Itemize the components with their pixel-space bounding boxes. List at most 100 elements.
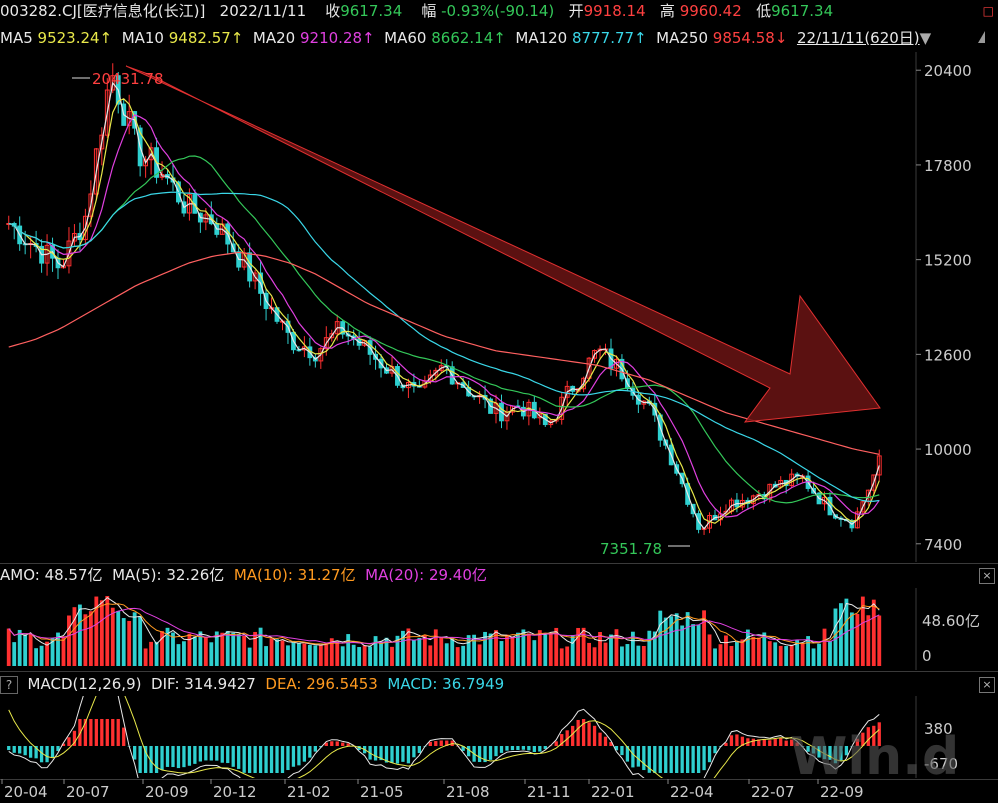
amo-bar <box>406 628 411 666</box>
dropdown-icon[interactable]: ▼ <box>919 29 932 47</box>
amo-bar <box>99 600 104 666</box>
amo-close-icon[interactable]: × <box>979 568 995 584</box>
macd-bar <box>828 746 832 760</box>
macd-bar <box>7 746 11 751</box>
macd-bar <box>833 746 838 764</box>
amo-bar <box>839 603 843 666</box>
amo-bar <box>258 627 263 666</box>
macd-bar <box>34 746 38 759</box>
amo-bar <box>214 631 219 666</box>
macd-bar <box>707 746 712 763</box>
amo-bar <box>203 636 208 666</box>
amo-tick-high: 48.60亿 <box>922 612 980 630</box>
macd-bar <box>346 743 350 746</box>
help-icon[interactable]: ? <box>0 676 18 694</box>
macd-bar <box>324 742 328 746</box>
macd-bar <box>642 746 646 771</box>
macd-histogram <box>7 719 881 773</box>
amo-bar <box>225 630 230 666</box>
macd-bar <box>571 725 575 746</box>
macd-bar <box>861 732 865 746</box>
macd-bar <box>275 746 279 773</box>
high-value: 9960.42 <box>679 2 742 20</box>
ma120-label: MA120 <box>515 29 568 47</box>
macd-bar <box>499 746 504 753</box>
watermark: Win.d <box>790 727 959 778</box>
macd-bar <box>406 746 411 764</box>
date-tick-label: 20-04 <box>4 783 48 801</box>
amo-bar <box>242 636 247 666</box>
amo-bar <box>56 632 60 666</box>
macd-bar <box>39 746 44 763</box>
amo-bar <box>187 633 192 666</box>
amo-bar <box>368 646 373 666</box>
date-axis: 20-04 20-07 20-09 20-12 21-02 21-05 21-08 21-11… <box>1 779 864 801</box>
candle <box>318 348 324 362</box>
amo-bar <box>253 631 258 666</box>
macd-bar <box>740 736 745 746</box>
date-range-selector[interactable]: 22/11/11(620日) <box>796 29 920 47</box>
scroll-corner-icon[interactable] <box>978 31 985 43</box>
amo-bar <box>647 630 652 666</box>
panel-close-icon[interactable]: □ <box>982 4 994 18</box>
macd-bar <box>653 746 657 773</box>
candle <box>854 511 860 529</box>
macd-close-icon[interactable]: × <box>979 677 995 693</box>
amo-bar <box>461 645 466 666</box>
price-tick-label: 10000 <box>924 441 972 459</box>
candle <box>323 337 329 350</box>
ma60-line <box>8 155 880 504</box>
candle <box>564 385 570 398</box>
macd-bar <box>182 746 186 768</box>
macd-value: MACD: 36.7949 <box>387 675 505 693</box>
amo-bar <box>713 648 717 666</box>
amo-bar <box>401 630 405 666</box>
macd-bar <box>28 746 33 758</box>
amo-bar <box>390 646 394 666</box>
amo-bar <box>340 646 345 666</box>
amo-bar <box>483 631 487 666</box>
candle <box>548 420 554 426</box>
amo-bar <box>67 615 71 666</box>
candle <box>110 75 116 91</box>
macd-bar <box>417 746 422 753</box>
amo-bar <box>548 633 553 666</box>
amo-bar <box>264 646 268 666</box>
price-chart[interactable]: 20400 17800 15200 12600 10000 7400 20431.78 7… <box>0 52 998 562</box>
low-label: 低 <box>756 2 772 20</box>
candle <box>537 413 543 419</box>
amo-bar <box>570 635 575 666</box>
date-tick-label: 22-01 <box>591 783 635 801</box>
ma20-value: 9210.28↑ <box>300 29 375 47</box>
amo-bar <box>877 615 882 666</box>
amo-bar <box>247 647 252 666</box>
macd-bar <box>445 740 449 746</box>
amo-bar <box>674 613 679 666</box>
macd-bar <box>280 746 285 773</box>
macd-bar <box>592 725 597 746</box>
security-code: 003282.CJ[医疗信息化(长江)] <box>0 2 206 20</box>
date-tick-label: 21-11 <box>527 783 571 801</box>
date-tick-label: 20-12 <box>213 783 257 801</box>
amo-bar <box>751 636 756 666</box>
amo-bar <box>165 627 170 666</box>
macd-bar <box>384 746 389 763</box>
amo-bar <box>510 636 515 666</box>
amo-bar <box>439 637 444 666</box>
macd-bar <box>724 742 728 746</box>
macd-bar <box>877 722 881 746</box>
change-label: 幅 <box>421 2 437 20</box>
macd-bar <box>603 736 608 746</box>
price-tick-label: 20400 <box>924 62 972 80</box>
macd-bar <box>390 746 394 764</box>
candle <box>789 473 795 487</box>
amo-bar <box>609 634 613 666</box>
high-annotation: 20431.78 <box>92 70 164 88</box>
amo-value: AMO: 48.57亿 <box>0 566 103 584</box>
amo-bar <box>302 643 307 666</box>
amo-bar <box>286 645 290 666</box>
macd-bar <box>100 719 104 746</box>
ma10-value: 9482.57↑ <box>168 29 244 47</box>
macd-bar <box>308 746 312 758</box>
macd-bar <box>477 746 482 763</box>
